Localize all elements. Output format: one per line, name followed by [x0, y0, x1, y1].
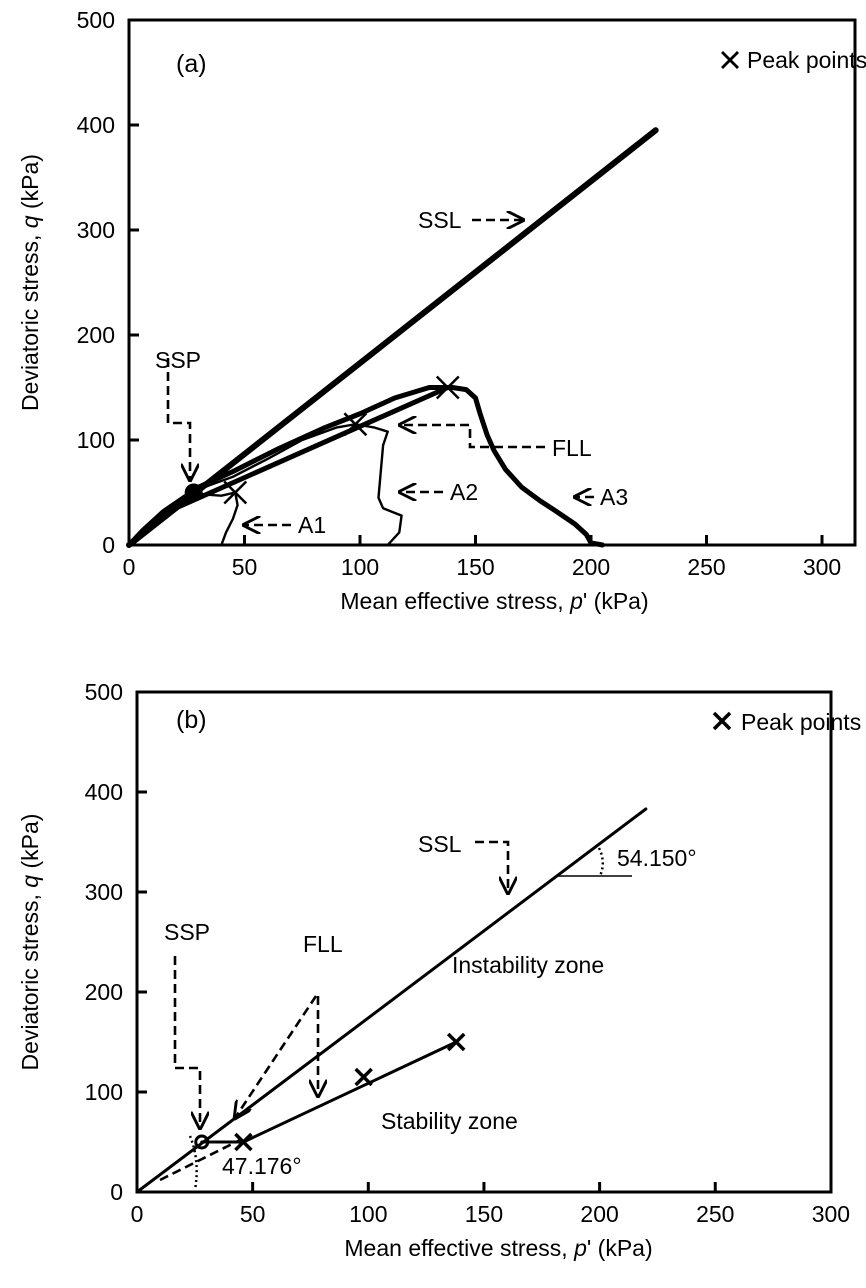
x-tick-label: 300 [812, 1201, 850, 1227]
fll-label: FLL [303, 931, 343, 957]
x-tick-label: 250 [696, 1201, 734, 1227]
a3-label: A3 [600, 484, 628, 510]
fll-angle-arc [188, 1135, 198, 1191]
x-tick-label: 100 [341, 554, 379, 580]
chart-b: 0 50 100 150 200 250 300 0 100 200 300 400 500 Mean e… [17, 679, 861, 1261]
x-tick-label: 0 [131, 1201, 144, 1227]
peak-point [343, 412, 368, 437]
x-axis-label-part: ' (kPa) [587, 1235, 653, 1261]
legend-label: Peak points [741, 709, 861, 735]
y-tick-label: 300 [77, 217, 115, 243]
y-axis-label-part: (kPa) [17, 814, 43, 875]
x-tick-label: 150 [465, 1201, 503, 1227]
x-tick-label: 250 [687, 554, 725, 580]
fll-extension [159, 1138, 241, 1182]
a1-label: A1 [298, 512, 326, 538]
peak-marker-stroke [234, 1132, 253, 1152]
fll-label: FLL [552, 435, 592, 461]
y-tick-label: 500 [85, 679, 123, 705]
peak-marker-stroke [343, 412, 368, 437]
ssl-angle-label: 54.150° [617, 845, 697, 871]
peak-point [354, 1067, 373, 1087]
ssp-point [194, 1134, 210, 1150]
peak-point [435, 375, 460, 400]
x-axis-label-part: Mean effective stress, [344, 1235, 574, 1261]
fll-arrow [400, 425, 545, 449]
x-tick-label: 50 [232, 554, 258, 580]
y-axis-label-part: (kPa) [17, 154, 43, 215]
x-tick-label: 200 [580, 1201, 618, 1227]
x-tick-label: 50 [240, 1201, 266, 1227]
y-tick-label: 200 [77, 322, 115, 348]
y-tick-label: 0 [110, 1179, 123, 1205]
y-tick-label: 400 [77, 112, 115, 138]
x-axis-label-part: ' (kPa) [583, 588, 649, 614]
peak-point [446, 1032, 466, 1052]
stability-zone-label: Stability zone [381, 1108, 518, 1134]
x-axis-label-part: p [573, 1235, 587, 1261]
fll-arrow-1 [235, 995, 318, 1118]
peak-marker-stroke [721, 51, 739, 69]
y-tick-label: 400 [85, 779, 123, 805]
x-tick-label: 150 [456, 554, 494, 580]
chart-a: 0 50 100 150 200 250 300 0 100 200 300 400 500 Mean e… [17, 7, 866, 614]
x-tick-label: 100 [349, 1201, 387, 1227]
y-tick-label: 300 [85, 879, 123, 905]
fll-angle-label: 47.176° [222, 1153, 302, 1179]
peak-marker-stroke [354, 1067, 373, 1087]
panel-label: (a) [176, 50, 207, 78]
plot-frame [127, 18, 857, 547]
y-axis-label-part: q [17, 215, 43, 228]
ssl-angle-arc [597, 847, 604, 877]
y-axis-label-part: q [17, 875, 43, 888]
series-ssl [135, 807, 648, 1194]
ssp-arrow [173, 956, 200, 1128]
peak-point [234, 1132, 253, 1152]
ssp-label: SSP [155, 347, 201, 373]
legend-marker [712, 711, 732, 731]
y-axis-label-part: Deviatoric stress, [17, 888, 43, 1071]
ssl-arrow [475, 840, 508, 893]
series-a2 [127, 423, 403, 547]
panel-label: (b) [176, 706, 207, 734]
y-axis-label: Deviatoric stress, q (kPa) [17, 154, 43, 411]
x-axis-label: Mean effective stress, p' (kPa) [344, 1235, 652, 1261]
x-axis-label: Mean effective stress, p' (kPa) [340, 588, 648, 614]
y-tick-label: 500 [77, 7, 115, 33]
peak-marker-stroke [435, 375, 460, 400]
y-tick-label: 100 [77, 427, 115, 453]
series-a3 [126, 385, 606, 548]
legend-label: Peak points [747, 47, 866, 73]
peak-marker-stroke [446, 1032, 466, 1052]
y-tick-label: 200 [85, 979, 123, 1005]
x-axis-label-part: Mean effective stress, [340, 588, 570, 614]
x-axis-label-part: p [569, 588, 583, 614]
a2-label: A2 [450, 479, 478, 505]
y-axis-label-part: Deviatoric stress, [17, 228, 43, 411]
ssp-arrow [166, 358, 190, 480]
peak-point [223, 480, 248, 505]
ssl-label: SSL [418, 831, 462, 857]
ssp-point [184, 483, 203, 502]
ssp-label: SSP [164, 919, 210, 945]
x-tick-label: 200 [572, 554, 610, 580]
x-tick-label: 300 [803, 554, 841, 580]
ssl-label: SSL [418, 207, 462, 233]
peak-marker-stroke [223, 480, 248, 505]
y-tick-label: 0 [102, 532, 115, 558]
series-fll [168, 385, 451, 513]
peak-marker-stroke [712, 711, 732, 731]
instability-zone-label: Instability zone [452, 952, 604, 978]
legend-marker [721, 51, 739, 69]
x-tick-label: 0 [123, 554, 136, 580]
y-tick-label: 100 [85, 1079, 123, 1105]
series-ssl [126, 127, 659, 548]
y-axis-label: Deviatoric stress, q (kPa) [17, 814, 43, 1071]
